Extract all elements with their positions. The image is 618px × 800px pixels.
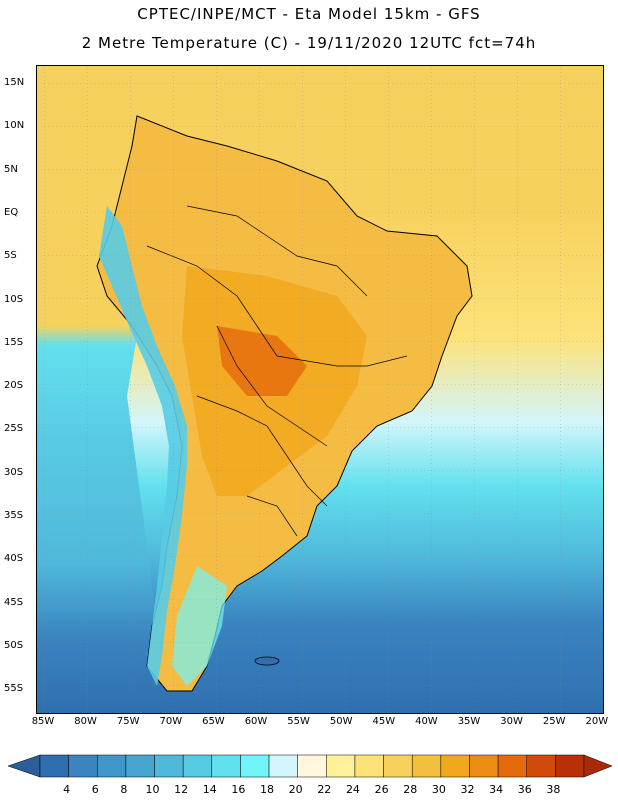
lat-label: 45S <box>4 596 24 608</box>
colorbar-swatch <box>326 754 356 778</box>
map-title-line1: CPTEC/INPE/MCT - Eta Model 15km - GFS <box>137 5 481 23</box>
lat-label: 5S <box>4 250 17 262</box>
lat-label: 15S <box>4 336 24 348</box>
colorbar-tick-label: 4 <box>63 783 71 796</box>
lat-label: 25S <box>4 423 24 435</box>
lat-label: 50S <box>4 639 24 651</box>
colorbar-tick-label: 18 <box>260 783 275 796</box>
colorbar-tick-label: 22 <box>317 783 332 796</box>
colorbar-swatch <box>526 754 556 778</box>
lat-label: 35S <box>4 510 24 521</box>
colorbar-left-arrow <box>7 754 41 778</box>
colorbar-swatch <box>354 754 384 778</box>
colorbar-swatch <box>497 754 527 778</box>
colorbar-tick-label: 28 <box>403 783 418 796</box>
lat-label: 40S <box>4 553 24 565</box>
colorbar-swatch <box>39 754 69 778</box>
lon-label: 65W <box>202 716 225 727</box>
colorbar-swatch <box>469 754 499 778</box>
lon-label: 70W <box>159 716 183 727</box>
colorbar-tick-label: 8 <box>120 783 128 796</box>
colorbar-swatch <box>154 754 184 778</box>
colorbar-swatch <box>297 754 327 778</box>
colorbar-swatch <box>383 754 413 778</box>
colorbar-swatch <box>411 754 442 778</box>
lon-label: 25W <box>542 716 566 727</box>
colorbar-swatch <box>440 754 470 778</box>
lon-label: 60W <box>244 716 268 727</box>
lon-label: 85W <box>31 716 55 727</box>
lon-label: 40W <box>415 716 438 727</box>
lat-label: 10S <box>4 293 24 305</box>
lat-label: 5N <box>4 163 18 175</box>
lon-label: 75W <box>116 716 140 727</box>
colorbar-tick-label: 16 <box>231 783 246 796</box>
colorbar-tick-label: 38 <box>546 783 561 796</box>
colorbar-tick-label: 30 <box>431 783 446 796</box>
colorbar-tick-label: 6 <box>91 783 99 796</box>
colorbar-tick-label: 36 <box>517 783 532 796</box>
lat-label: 55S <box>4 683 24 695</box>
map-title-line2: 2 Metre Temperature (C) - 19/11/2020 12U… <box>81 34 537 52</box>
colorbar-right-arrow <box>583 754 613 778</box>
colorbar-tick-label: 12 <box>174 783 189 796</box>
colorbar-swatch <box>555 754 585 778</box>
lon-label: 20W <box>585 716 609 727</box>
colorbar-tick-label: 26 <box>374 783 389 796</box>
colorbar-swatch <box>268 754 298 778</box>
colorbar-tick-label: 14 <box>202 783 217 796</box>
colorbar-swatch <box>68 754 98 778</box>
lat-label: EQ <box>4 206 19 218</box>
lat-label: 15N <box>4 77 25 88</box>
colorbar-swatch <box>240 754 270 778</box>
lat-label: 30S <box>4 466 24 478</box>
colorbar-tick-label: 34 <box>489 783 504 796</box>
temperature-map <box>37 66 603 713</box>
lat-label: 10N <box>4 120 25 132</box>
colorbar-swatch <box>125 754 155 778</box>
colorbar-tick-label: 10 <box>145 783 160 796</box>
lon-label: 45W <box>372 716 396 727</box>
lat-label: 20S <box>4 380 24 392</box>
colorbar-swatch <box>211 754 241 778</box>
map-panel <box>36 65 604 714</box>
colorbar-tick-label: 32 <box>460 783 475 796</box>
lon-label: 80W <box>74 716 97 727</box>
colorbar-tick-label: 20 <box>288 783 303 796</box>
colorbar-swatch <box>97 754 127 778</box>
temperature-colorbar <box>7 754 613 778</box>
colorbar-swatch <box>182 754 213 778</box>
lat-lon-grid <box>37 66 603 713</box>
colorbar-tick-label: 24 <box>345 783 360 796</box>
lon-label: 55W <box>287 716 310 727</box>
lon-label: 35W <box>457 716 481 727</box>
lon-label: 30W <box>500 716 523 727</box>
lon-label: 50W <box>329 716 353 727</box>
